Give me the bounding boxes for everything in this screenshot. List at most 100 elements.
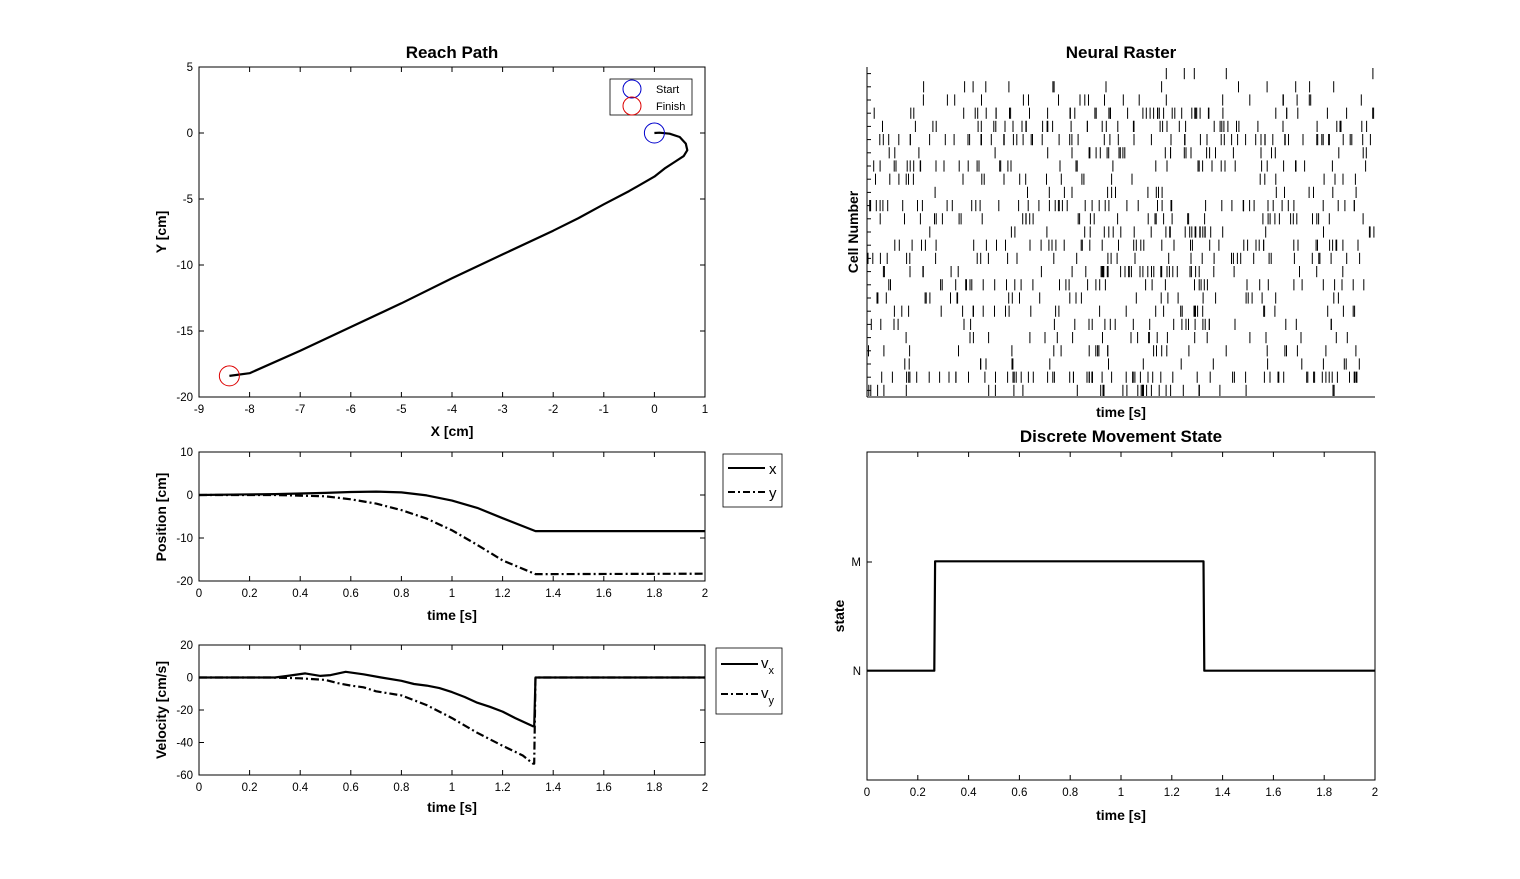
position-series-y — [199, 493, 706, 576]
legend-finish-marker — [622, 96, 642, 116]
state-xtick-label: 0.2 — [910, 787, 926, 799]
velocity-legend-box — [715, 647, 783, 715]
state-lines — [867, 560, 1375, 672]
legend-x-label: x — [769, 461, 777, 478]
legend-start-label: Start — [656, 84, 679, 96]
velocity-lines — [199, 670, 705, 765]
reach-path-xlabel: X [cm] — [431, 423, 474, 439]
velocity-xtick-label: 2 — [702, 782, 708, 794]
position-ytick-label: 10 — [180, 447, 193, 459]
velocity-xtick-label: 1 — [449, 782, 455, 794]
reach-xtick-label: -6 — [346, 404, 356, 416]
state-xtick-label: 0.8 — [1062, 787, 1078, 799]
velocity-ytick-label: -20 — [176, 705, 193, 717]
reach-xtick-label: -2 — [548, 404, 558, 416]
reach-xtick-label: -7 — [295, 404, 305, 416]
reach-ytick-label: -5 — [183, 194, 193, 206]
raster-ylabel: Cell Number — [845, 190, 861, 273]
reach-path-y-ticks: 5 0 -5 -10 -15 -20 — [176, 62, 705, 404]
state-xtick-label: 1 — [1118, 787, 1124, 799]
raster-axes: Neural Raster time [s] Cell Number — [845, 43, 1375, 420]
velocity-xtick-label: 0.2 — [242, 782, 258, 794]
reach-xtick-label: 1 — [702, 404, 708, 416]
state-plot-box — [866, 451, 1376, 781]
position-lines — [198, 490, 706, 576]
reach-path-x-ticks: -9 -8 -7 -6 -5 -4 -3 -2 -1 0 1 — [194, 67, 708, 416]
reach-path-title: Reach Path — [406, 43, 499, 62]
position-xtick-label: 0.4 — [292, 588, 309, 600]
velocity-ytick-label: -60 — [176, 770, 193, 782]
reach-ytick-label: 0 — [187, 128, 193, 140]
reach-xtick-label: -5 — [396, 404, 406, 416]
position-axes: 0 0.2 0.4 0.6 0.8 1 1.2 1.4 1.6 1.8 2 10 0 -10 -20 ti… — [153, 447, 783, 623]
velocity-xtick-label: 0.8 — [393, 782, 409, 794]
state-xtick-label: 1.6 — [1265, 787, 1281, 799]
reach-ytick-label: -20 — [176, 392, 193, 404]
reach-xtick-label: -3 — [497, 404, 507, 416]
velocity-axes: 0 0.2 0.4 0.6 0.8 1 1.2 1.4 1.6 1.8 2 20 0 -20 -40 -60… — [153, 640, 783, 815]
state-xtick-label: 0.4 — [961, 787, 978, 799]
legend-finish-label: Finish — [656, 101, 685, 113]
reach-path-lines — [218, 122, 689, 387]
velocity-xtick-label: 0.6 — [343, 782, 359, 794]
velocity-y-ticks: 20 0 -20 -40 -60 — [176, 640, 705, 782]
state-x-ticks: 0 0.2 0.4 0.6 0.8 1 1.2 1.4 1.6 1.8 2 — [864, 452, 1378, 799]
reach-path-ylabel: Y [cm] — [153, 211, 169, 254]
state-ytick-label-m: M — [851, 557, 861, 569]
state-xlabel: time [s] — [1096, 807, 1146, 823]
reach-path-axes: Reach Path -9 -8 -7 -6 -5 -4 -3 -2 -1 0 1 50-5-10-… — [153, 43, 708, 439]
position-xtick-label: 0.2 — [242, 588, 258, 600]
velocity-xtick-label: 1.8 — [646, 782, 662, 794]
position-ytick-label: 0 — [187, 490, 193, 502]
velocity-ytick-label: -40 — [176, 738, 193, 750]
velocity-ytick-label: 0 — [187, 673, 193, 685]
state-xtick-label: 1.2 — [1164, 787, 1180, 799]
position-ytick-label: -20 — [176, 576, 193, 588]
start-marker — [643, 122, 665, 144]
position-xtick-label: 0.6 — [343, 588, 359, 600]
position-xtick-label: 0.8 — [393, 588, 409, 600]
legend-start-marker — [622, 79, 642, 99]
state-xtick-label: 0 — [864, 787, 870, 799]
position-xtick-label: 1 — [449, 588, 455, 600]
reach-xtick-label: -9 — [194, 404, 204, 416]
position-xtick-label: 2 — [702, 588, 708, 600]
reach-ytick-label: -15 — [176, 326, 193, 338]
velocity-xtick-label: 0.4 — [292, 782, 309, 794]
state-ytick-label-n: N — [853, 666, 861, 678]
position-legend-box — [722, 453, 783, 508]
state-axes: Discrete Movement State 0 0.2 0.4 0.6 0.8 1 1.… — [831, 427, 1378, 823]
position-xtick-label: 1.8 — [646, 588, 662, 600]
position-plot-box — [198, 451, 706, 582]
legend-vy-label: vy — [761, 685, 775, 707]
velocity-ylabel: Velocity [cm/s] — [153, 661, 169, 759]
finish-marker — [218, 365, 240, 387]
raster-xlabel: time [s] — [1096, 404, 1146, 420]
velocity-x-ticks: 0 0.2 0.4 0.6 0.8 1 1.2 1.4 1.6 1.8 2 — [196, 645, 708, 794]
raster-y-ticks — [867, 73, 871, 391]
reach-xtick-label: 0 — [651, 404, 657, 416]
state-xtick-label: 2 — [1372, 787, 1378, 799]
reach-xtick-label: -1 — [599, 404, 609, 416]
position-xtick-label: 1.6 — [596, 588, 612, 600]
reach-path-plot-box — [198, 66, 706, 398]
velocity-xtick-label: 1.6 — [596, 782, 612, 794]
position-series-x — [198, 490, 705, 533]
state-xtick-label: 1.4 — [1215, 787, 1232, 799]
state-series-state — [867, 560, 1375, 672]
position-xtick-label: 1.2 — [495, 588, 511, 600]
reach-path-legend: Start Finish — [609, 78, 693, 116]
legend-vx-label: vx — [761, 655, 775, 677]
state-ylabel: state — [831, 599, 847, 632]
legend-y-label: y — [769, 485, 777, 502]
position-legend: x y — [722, 453, 783, 508]
state-title: Discrete Movement State — [1020, 427, 1222, 446]
reach-series-path — [229, 131, 689, 377]
reach-xtick-label: -8 — [244, 404, 254, 416]
raster-title: Neural Raster — [1066, 43, 1177, 62]
state-xtick-label: 1.8 — [1316, 787, 1332, 799]
velocity-ytick-label: 20 — [180, 640, 193, 652]
position-ylabel: Position [cm] — [153, 473, 169, 562]
raster-spikes — [867, 68, 1375, 396]
